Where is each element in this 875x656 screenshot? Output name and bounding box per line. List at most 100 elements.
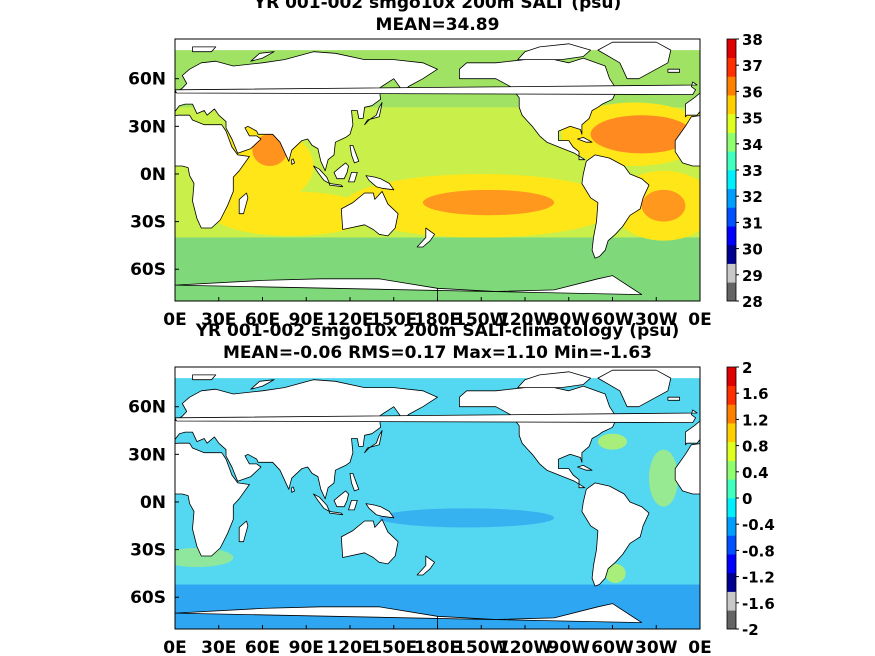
colorbar-tick-label: -1.6 bbox=[742, 595, 775, 613]
colorbar-tick-label: -0.8 bbox=[742, 542, 775, 560]
land-cuba bbox=[577, 136, 593, 143]
arctic-mask bbox=[175, 367, 700, 379]
colorbar-swatch bbox=[727, 404, 736, 424]
colorbar-swatch bbox=[727, 151, 736, 171]
lon-tick-label: 90E bbox=[289, 638, 324, 656]
map1-subtitle: MEAN=34.89 bbox=[375, 15, 500, 35]
colorbar-tick-label: 31 bbox=[742, 214, 763, 232]
lon-tick-label: 180E bbox=[414, 638, 461, 656]
land-eurasia bbox=[175, 51, 438, 172]
colorbar-swatch bbox=[727, 479, 736, 499]
land-africa bbox=[175, 114, 250, 229]
land-philippines bbox=[349, 472, 360, 492]
land-eurasia bbox=[685, 92, 700, 118]
land-novaya-zemlya bbox=[250, 379, 275, 390]
lon-tick-label: 0E bbox=[688, 310, 711, 330]
land-iceland bbox=[667, 68, 680, 73]
lat-tick-label: 60S bbox=[130, 588, 166, 608]
colorbar-swatch bbox=[727, 170, 736, 190]
colorbar-tick-label: -1.2 bbox=[742, 569, 775, 587]
land-africa bbox=[674, 115, 700, 167]
lon-tick-label: 150E bbox=[370, 638, 417, 656]
lon-tick-label: 60W bbox=[591, 638, 634, 656]
land-australia bbox=[340, 519, 399, 565]
map2-field bbox=[175, 367, 700, 629]
land-java bbox=[329, 183, 344, 188]
falkland-positive bbox=[605, 563, 626, 583]
land-madagascar bbox=[238, 192, 249, 215]
land-new-guinea bbox=[365, 503, 395, 519]
land-great-britain bbox=[175, 409, 698, 424]
map2-title: YR 001-002 smgo10x 200m SALT-climatology… bbox=[195, 321, 680, 341]
colorbar-tick-label: 1.2 bbox=[742, 411, 769, 429]
colorbar-swatch bbox=[727, 554, 736, 574]
lat-tick-label: 30N bbox=[128, 445, 166, 465]
colorbar-swatch bbox=[727, 57, 736, 77]
lat-tick-label: 0N bbox=[140, 165, 166, 185]
south-pacific-max bbox=[422, 189, 555, 216]
north-atlantic-max bbox=[590, 115, 693, 154]
lon-tick-label: 0E bbox=[688, 638, 711, 656]
lon-tick-label: 90W bbox=[548, 638, 591, 656]
land-borneo bbox=[333, 162, 349, 180]
lat-tick-label: 60S bbox=[130, 260, 166, 280]
lat-tick-label: 60N bbox=[128, 70, 166, 90]
land-australia bbox=[340, 190, 399, 237]
colorbar-tick-label: 29 bbox=[742, 267, 763, 285]
land-north-america bbox=[458, 385, 618, 489]
colorbar-swatch bbox=[727, 367, 736, 387]
map2-subtitle: MEAN=-0.06 RMS=0.17 Max=1.10 Min=-1.63 bbox=[223, 343, 652, 363]
colorbar-tick-label: 37 bbox=[742, 57, 763, 75]
land-canadian-archipelago bbox=[517, 43, 591, 60]
colorbar-swatch bbox=[727, 498, 736, 518]
lon-tick-label: 180E bbox=[414, 310, 461, 330]
colorbar-tick-label: -0.4 bbox=[742, 516, 775, 534]
lat-tick-label: 60N bbox=[128, 398, 166, 418]
land-sri-lanka bbox=[291, 158, 296, 165]
land-greenland bbox=[597, 369, 672, 408]
colorbar-swatch bbox=[727, 591, 736, 611]
colorbar-swatch bbox=[727, 76, 736, 96]
colorbar-tick-label: 1.6 bbox=[742, 385, 769, 403]
land-south-america bbox=[581, 154, 650, 259]
colorbar-tick-label: 36 bbox=[742, 83, 763, 101]
colorbar-swatch bbox=[727, 535, 736, 555]
lon-tick-label: 120E bbox=[326, 310, 373, 330]
colorbar-tick-label: 2 bbox=[742, 359, 752, 377]
colorbar-swatch bbox=[727, 39, 736, 59]
colorbar-swatch bbox=[727, 282, 736, 302]
land-eurasia bbox=[175, 379, 438, 500]
arctic-mask bbox=[175, 39, 700, 51]
land-canadian-archipelago bbox=[517, 371, 591, 389]
south-atlantic-max bbox=[641, 189, 686, 222]
lon-tick-label: 30W bbox=[635, 638, 678, 656]
colorbar-swatch bbox=[727, 226, 736, 246]
land-svalbard bbox=[192, 46, 217, 53]
colorbar-swatch bbox=[727, 263, 736, 283]
map1-title: YR 001-002 smgo10x 200m SALT (psu) bbox=[253, 0, 622, 13]
land-new-zealand bbox=[416, 227, 436, 248]
lon-tick-label: 30W bbox=[635, 310, 678, 330]
colorbar-swatch bbox=[727, 113, 736, 133]
atlantic-positive bbox=[648, 449, 679, 507]
lon-tick-label: 90E bbox=[289, 310, 324, 330]
land-greenland bbox=[597, 41, 672, 80]
colorbar-tick-label: 0 bbox=[742, 490, 752, 508]
colorbar-swatch bbox=[727, 244, 736, 264]
lon-tick-label: 150W bbox=[454, 638, 508, 656]
land-africa bbox=[674, 443, 700, 495]
colorbar-swatch bbox=[727, 207, 736, 227]
lat-tick-label: 30N bbox=[128, 117, 166, 137]
land-antarctica bbox=[175, 275, 643, 301]
colorbar-swatch bbox=[727, 516, 736, 536]
colorbar-swatch bbox=[727, 132, 736, 152]
colorbar-tick-label: 38 bbox=[742, 31, 763, 49]
colorbar-tick-label: -2 bbox=[742, 621, 759, 639]
land-sri-lanka bbox=[291, 486, 296, 493]
land-cuba bbox=[577, 464, 593, 471]
colorbar-swatch bbox=[727, 610, 736, 630]
lon-tick-label: 30E bbox=[201, 638, 236, 656]
lon-tick-label: 150W bbox=[454, 310, 508, 330]
lon-tick-label: 60E bbox=[245, 310, 280, 330]
